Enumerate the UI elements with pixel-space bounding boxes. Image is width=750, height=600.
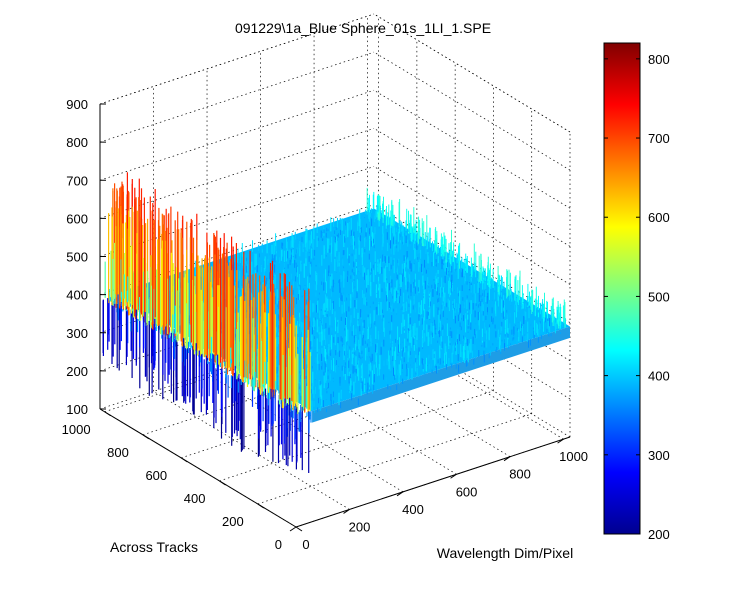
z-tick-label: 600	[66, 211, 88, 226]
colorbar	[603, 42, 641, 535]
grid-line	[99, 51, 375, 143]
y-tick-mark	[257, 503, 264, 509]
colorbar-tick-label: 200	[648, 527, 670, 542]
z-tick-label: 500	[66, 250, 88, 265]
x-axis-label: Wavelength Dim/Pixel	[437, 545, 573, 561]
grid-line	[99, 128, 375, 219]
grid-line	[99, 89, 375, 181]
y-tick-label: 200	[222, 514, 244, 529]
colorbar-tick-label: 800	[648, 52, 670, 67]
grid-line	[219, 390, 494, 482]
colorbar-tick-label: 500	[648, 289, 670, 304]
tick-labels: 0 200 400 600 800 1000 0 200 400 600 800 1000 100 200…	[62, 97, 588, 552]
x-tick-label: 0	[302, 537, 309, 552]
x-tick-mark	[557, 438, 564, 444]
x-tick-mark	[396, 491, 404, 497]
x-tick-mark	[343, 509, 350, 514]
y-tick-mark	[219, 480, 226, 486]
y-tick-mark	[295, 526, 303, 532]
y-axis-label: Across Tracks	[110, 539, 198, 555]
y-tick-label: 400	[184, 491, 206, 506]
grid-line	[99, 166, 375, 257]
z-tick-label: 200	[66, 364, 88, 379]
y-tick-label: 1000	[62, 422, 91, 437]
y-tick-label: 0	[275, 537, 282, 552]
y-tick-mark	[180, 457, 188, 463]
colorbar-tick-label: 600	[648, 210, 670, 225]
chart-title: 091229\1a_Blue Sphere_01s_1LI_1.SPE	[235, 20, 491, 36]
x-tick-label: 800	[509, 467, 531, 482]
x-axis-line	[295, 436, 571, 528]
y-tick-mark	[142, 434, 150, 440]
colorbar-tick-labels: 200 300 400 500 600 700 800	[604, 52, 670, 542]
x-tick-label: 1000	[559, 449, 588, 464]
x-tick-label: 600	[456, 484, 478, 499]
surface-front-edge	[312, 326, 570, 423]
y-tick-label: 800	[107, 445, 129, 460]
x-tick-mark	[450, 473, 457, 479]
z-tick-label: 800	[66, 135, 88, 150]
colorbar-tick-label: 400	[648, 369, 670, 384]
colorbar-tick-label: 300	[648, 448, 670, 463]
z-tick-label: 700	[66, 173, 88, 188]
z-tick-label: 400	[66, 288, 88, 303]
z-tick-label: 900	[66, 97, 88, 112]
y-tick-label: 600	[145, 468, 167, 483]
grid-line	[373, 89, 571, 209]
x-tick-label: 400	[402, 502, 424, 517]
grid-line	[99, 13, 375, 105]
z-tick-label: 300	[66, 326, 88, 341]
grid-line	[99, 204, 375, 295]
z-tick-label: 100	[66, 402, 88, 417]
x-tick-mark	[289, 526, 297, 532]
colorbar-tick-label: 700	[648, 131, 670, 146]
x-tick-label: 200	[349, 519, 371, 534]
grid-line	[257, 413, 532, 505]
grid-line	[373, 51, 571, 171]
x-tick-mark	[503, 456, 511, 462]
y-tick-mark	[104, 411, 111, 417]
surface-mesh	[102, 172, 570, 473]
